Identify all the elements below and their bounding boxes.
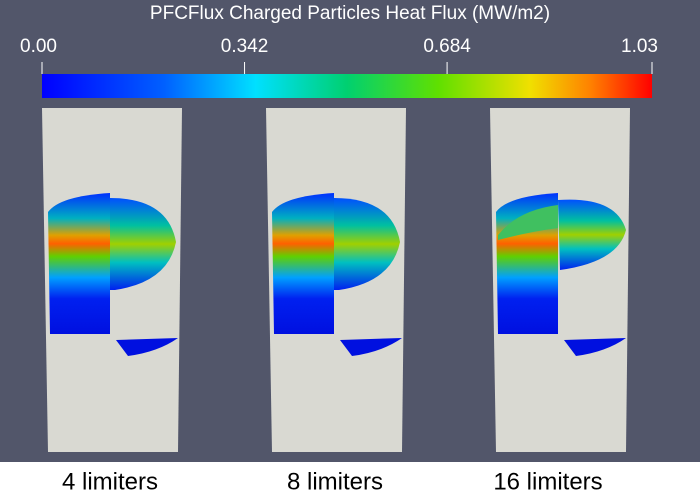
colorbar-title: PFCFlux Charged Particles Heat Flux (MW/… (150, 3, 550, 24)
panel-label: 8 limiters (287, 468, 383, 495)
page: PFCFlux Charged Particles Heat Flux (MW/… (0, 0, 700, 499)
tick-label: 0.684 (423, 36, 471, 57)
limiter-panel (490, 108, 630, 452)
limiter-panel (42, 108, 182, 452)
tick-label: 1.03 (621, 36, 658, 57)
heat-left (48, 193, 110, 334)
tick-label: 0.00 (20, 36, 57, 57)
tick-label: 0.342 (221, 36, 269, 57)
limiter-panel (266, 108, 406, 452)
render-view: PFCFlux Charged Particles Heat Flux (MW/… (0, 0, 700, 499)
panel-label: 16 limiters (493, 468, 602, 495)
heat-left (272, 193, 334, 334)
panel-label: 4 limiters (62, 468, 158, 495)
colorbar (42, 74, 652, 98)
